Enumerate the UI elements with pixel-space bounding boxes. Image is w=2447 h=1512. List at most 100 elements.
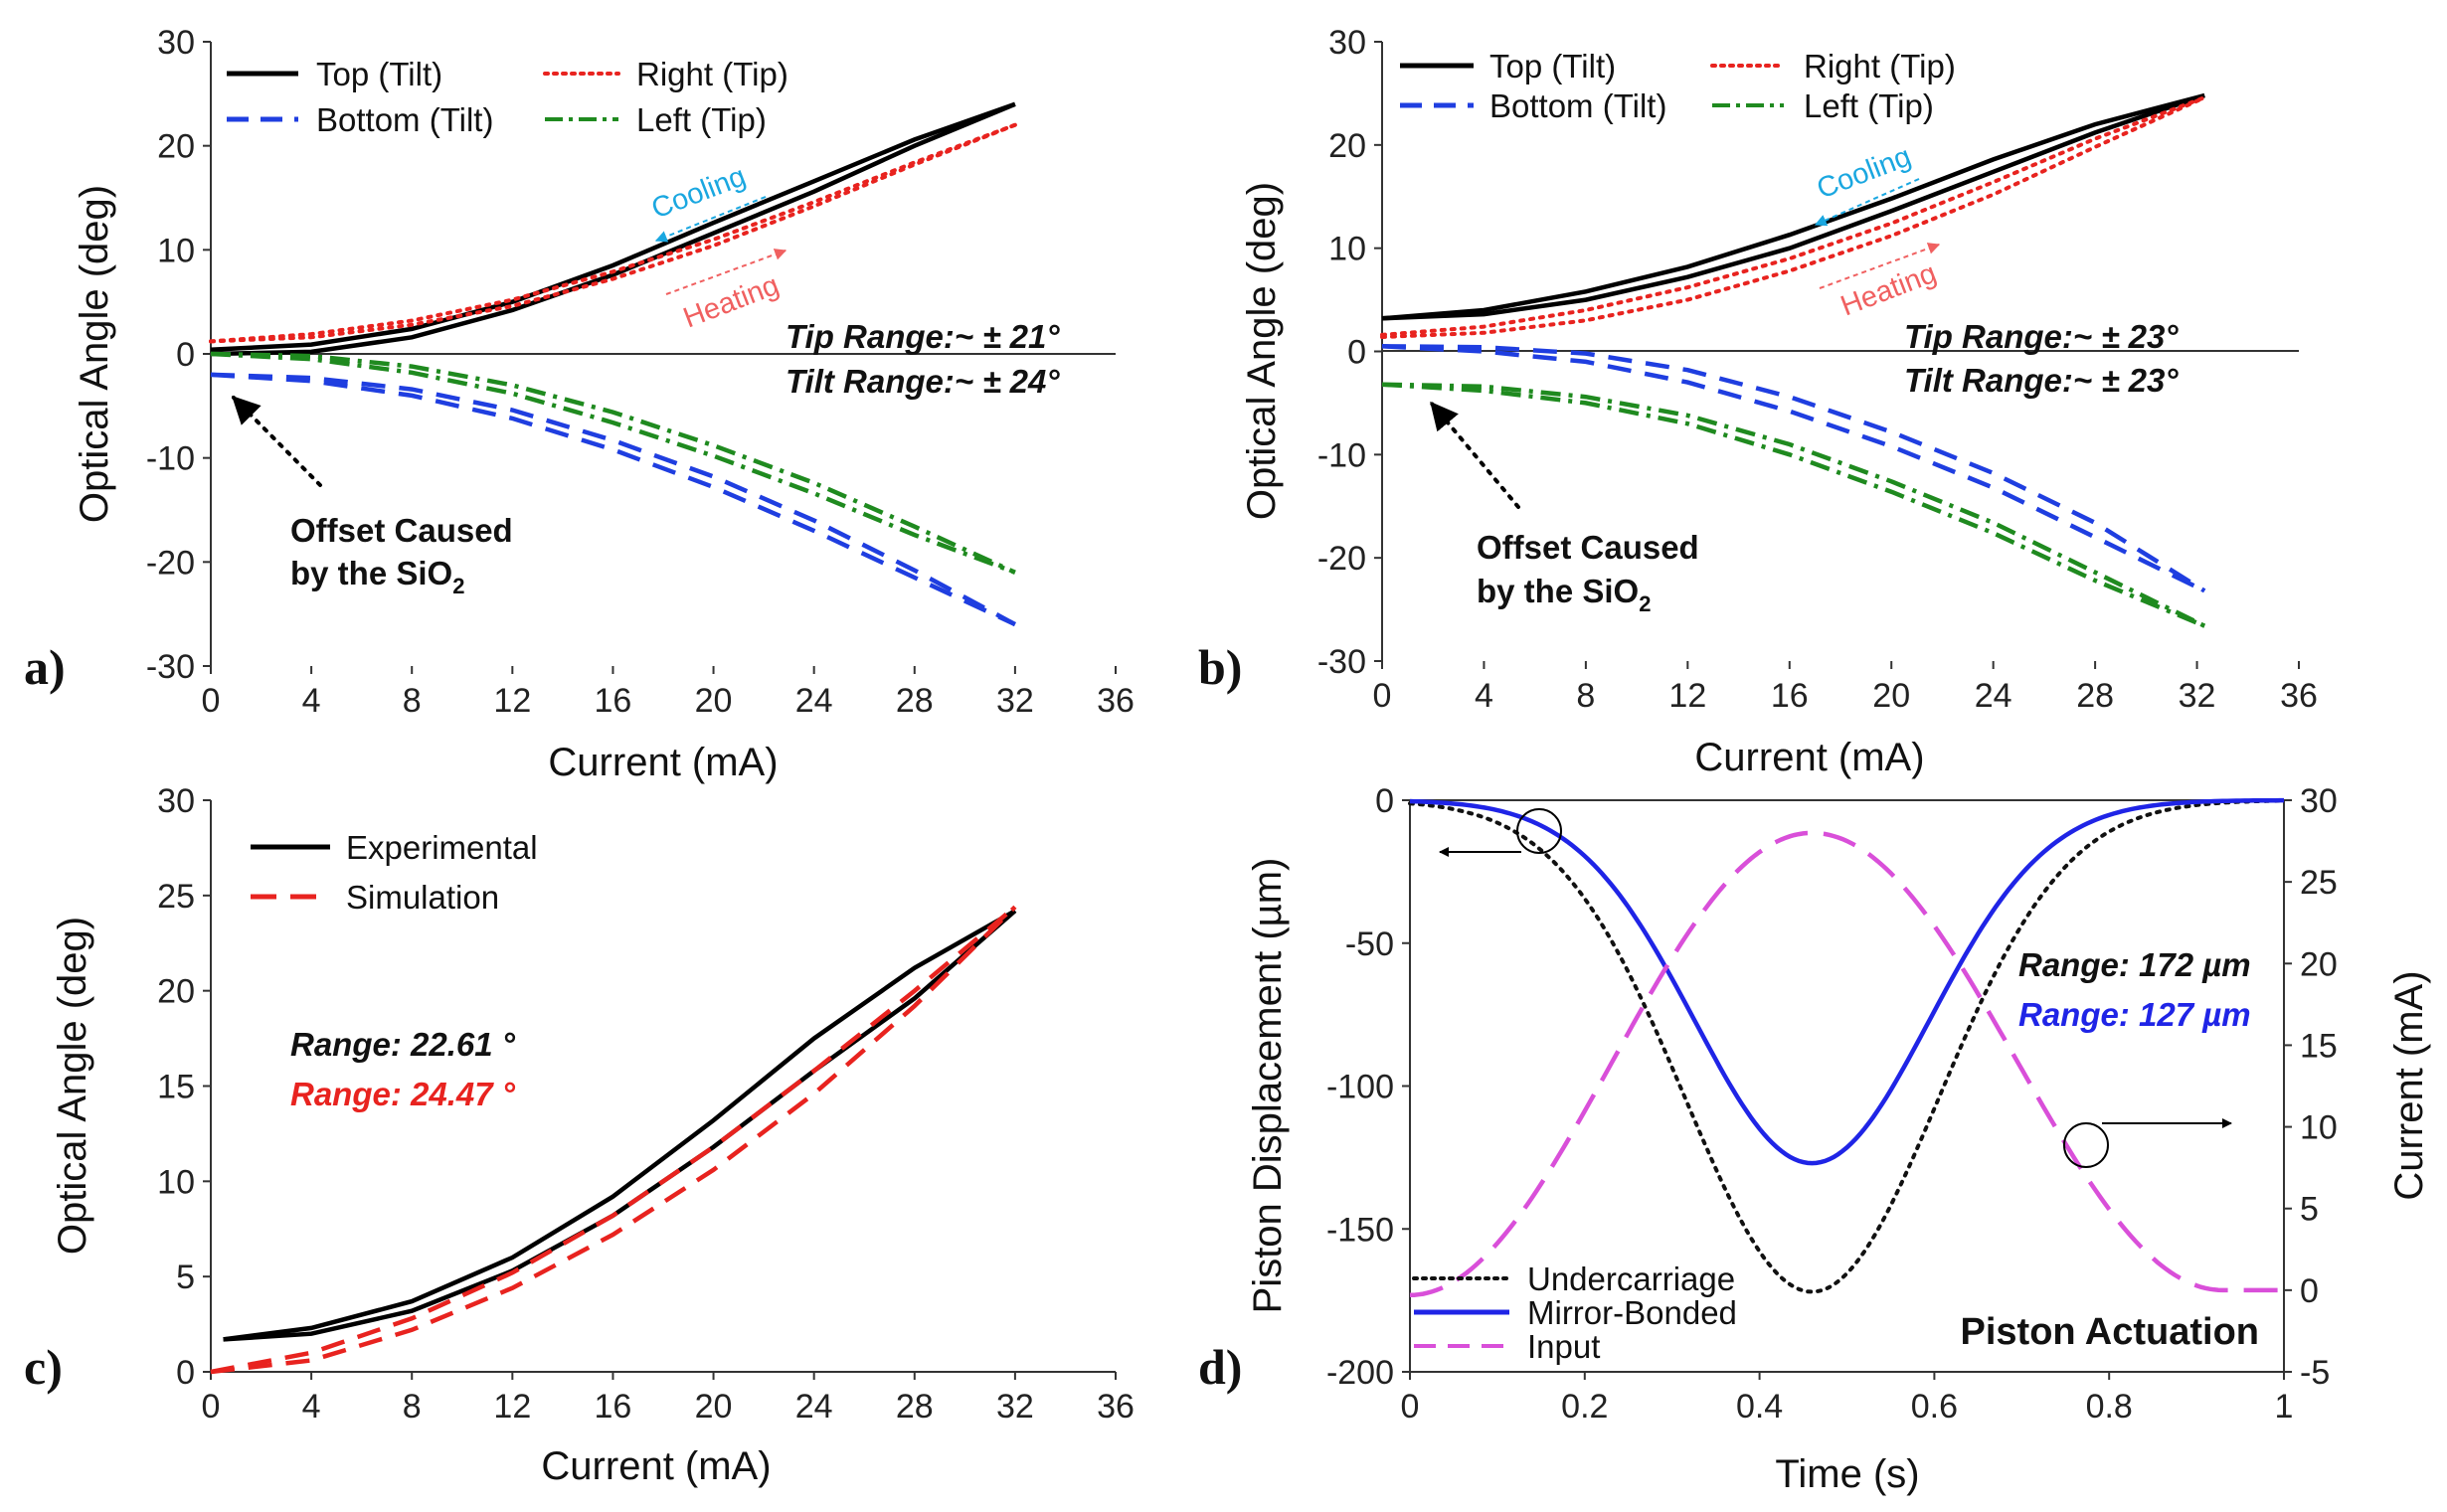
- panel-a: -30 -20 -10 0 10 20 30 0 4 8 12 16 20 24 28 32 36 Optic…: [24, 24, 1135, 784]
- panel-c: 0 5 10 15 20 25 30 0 4 8 12 16 20 24 28 32 36 Optical A…: [24, 782, 1135, 1488]
- panel-b-y-label: Optical Angle (deg): [1240, 182, 1284, 520]
- x-tick-label: 28: [2076, 677, 2114, 715]
- panel-b-offset-arrow: [1430, 401, 1520, 509]
- x-tick-label: 0.8: [2086, 1388, 2133, 1426]
- series-top-tilt-heating: [1381, 92, 2205, 321]
- y2-tick-label: 15: [2300, 1027, 2338, 1065]
- y-tick-label: 20: [1328, 127, 1366, 165]
- y-tick-label: 25: [157, 878, 195, 916]
- panel-c-label: c): [24, 1339, 63, 1395]
- panel-d-range-undercarriage: Range: 172 µm: [2018, 946, 2251, 983]
- panel-a-tilt-range: Tilt Range:~ ± 24°: [786, 363, 1060, 400]
- x-tick-label: 32: [2179, 677, 2216, 715]
- y-tick-label: -200: [1326, 1354, 1394, 1392]
- x-tick-label: 4: [302, 682, 321, 720]
- x-tick-label: 8: [403, 682, 422, 720]
- x-tick-label: 0.4: [1736, 1388, 1783, 1426]
- series-left-tip-heating: [1381, 382, 2206, 628]
- y-tick-label: 30: [1328, 24, 1366, 62]
- panel-a-offset-line2: by the SiO2: [290, 555, 464, 598]
- series-left-tip-cooling: [1381, 382, 2206, 628]
- panel-b-cooling-arrow: [1814, 178, 1920, 227]
- series-simulation-heating: [210, 905, 1017, 1375]
- x-tick-label: 36: [2280, 677, 2318, 715]
- y-tick-label: 0: [176, 1354, 195, 1392]
- legend-text-left-tip: Left (Tip): [636, 101, 767, 138]
- panel-a-heating-arrow: [665, 249, 787, 295]
- series-left-tip-cooling: [210, 351, 1016, 575]
- panel-a-cooling-arrow: [654, 196, 767, 243]
- panel-d-series: [1408, 797, 2286, 1298]
- panel-d-label: d): [1198, 1339, 1242, 1395]
- y-tick-label: -20: [1317, 540, 1366, 578]
- panel-a-offset-line1: Offset Caused: [290, 512, 513, 549]
- x-tick-label: 8: [1576, 677, 1595, 715]
- x-tick-label: 12: [493, 682, 531, 720]
- panel-c-y-ticks: 0 5 10 15 20 25 30: [157, 782, 211, 1392]
- x-tick-label: 4: [1475, 677, 1493, 715]
- panel-b-heating-arrow: [1819, 243, 1941, 289]
- x-tick-label: 0: [202, 1388, 221, 1426]
- panel-b-offset-line2: by the SiO2: [1477, 573, 1651, 616]
- panel-d-x-label: Time (s): [1775, 1452, 1919, 1496]
- y-tick-label: 0: [176, 336, 195, 374]
- legend-text-left-tip: Left (Tip): [1804, 87, 1934, 124]
- x-tick-label: 28: [896, 1388, 934, 1426]
- panel-d-x-ticks: 0 0.2 0.4 0.6 0.8 1: [1401, 1372, 2294, 1426]
- panel-c-range-experimental: Range: 22.61 °: [290, 1026, 516, 1063]
- y2-tick-label: 30: [2300, 782, 2338, 820]
- panel-d-right-axis-circle: [2063, 1122, 2109, 1168]
- x-tick-label: 1: [2275, 1388, 2294, 1426]
- series-bottom-tilt-cooling: [210, 372, 1016, 627]
- panel-d-y2-label: Current (mA): [2387, 970, 2431, 1200]
- legend-text-top-tilt: Top (Tilt): [1489, 48, 1616, 84]
- series-experimental-cooling: [223, 909, 1017, 1342]
- series-top-tilt-cooling: [1381, 92, 2205, 321]
- y2-tick-label: 5: [2300, 1191, 2319, 1229]
- legend-text-bottom-tilt: Bottom (Tilt): [1489, 87, 1666, 124]
- y2-tick-label: -5: [2300, 1354, 2330, 1392]
- y2-tick-label: 20: [2300, 945, 2338, 983]
- y-tick-label: -20: [146, 544, 195, 582]
- y-tick-label: -50: [1345, 925, 1394, 963]
- x-tick-label: 24: [795, 682, 833, 720]
- series-left-tip-heating: [210, 351, 1016, 575]
- panel-d-y-label: Piston Displacement (µm): [1246, 858, 1290, 1314]
- panel-c-y-label: Optical Angle (deg): [51, 917, 94, 1255]
- legend-text-undercarriage: Undercarriage: [1527, 1260, 1735, 1297]
- x-tick-label: 16: [1771, 677, 1809, 715]
- series-bottom-tilt-heating: [210, 372, 1016, 627]
- y-tick-label: -150: [1326, 1211, 1394, 1249]
- panel-d-legend: Undercarriage Mirror-Bonded Input: [1412, 1260, 1737, 1365]
- y-tick-label: -100: [1326, 1069, 1394, 1106]
- panel-a-offset-arrow: [232, 396, 322, 487]
- x-tick-label: 16: [595, 1388, 632, 1426]
- y-tick-label: 0: [1347, 334, 1366, 372]
- panel-b-tip-range: Tip Range:~ ± 23°: [1904, 318, 2179, 355]
- panel-c-legend: Experimental Simulation: [251, 829, 538, 916]
- x-tick-label: 28: [896, 682, 934, 720]
- x-tick-label: 0: [1373, 677, 1392, 715]
- legend-text-top-tilt: Top (Tilt): [316, 56, 442, 92]
- legend-text-right-tip: Right (Tip): [636, 56, 788, 92]
- x-tick-label: 0.2: [1561, 1388, 1608, 1426]
- panel-a-x-ticks: 0 4 8 12 16 20 24 28 32 36: [202, 666, 1135, 720]
- x-tick-label: 32: [996, 682, 1034, 720]
- y-tick-label: 10: [157, 232, 195, 269]
- panel-c-x-ticks: 0 4 8 12 16 20 24 28 32 36: [202, 1372, 1135, 1426]
- x-tick-label: 36: [1097, 682, 1135, 720]
- x-tick-label: 8: [403, 1388, 422, 1426]
- series-right-tip-heating: [1380, 95, 2207, 339]
- legend-text-mirror-bonded: Mirror-Bonded: [1527, 1294, 1737, 1331]
- panel-a-tip-range: Tip Range:~ ± 21°: [786, 318, 1060, 355]
- panel-b-y-ticks: -30 -20 -10 0 10 20 30: [1317, 24, 1382, 681]
- panel-b-heating-text: Heating: [1836, 257, 1941, 323]
- panel-a-x-label: Current (mA): [548, 741, 778, 784]
- panel-b-tilt-range: Tilt Range:~ ± 23°: [1904, 362, 2179, 399]
- y-tick-label: 30: [157, 782, 195, 820]
- series-simulation-cooling: [210, 905, 1017, 1375]
- series-input: [1409, 830, 2284, 1298]
- panel-c-range-simulation: Range: 24.47 °: [290, 1076, 516, 1112]
